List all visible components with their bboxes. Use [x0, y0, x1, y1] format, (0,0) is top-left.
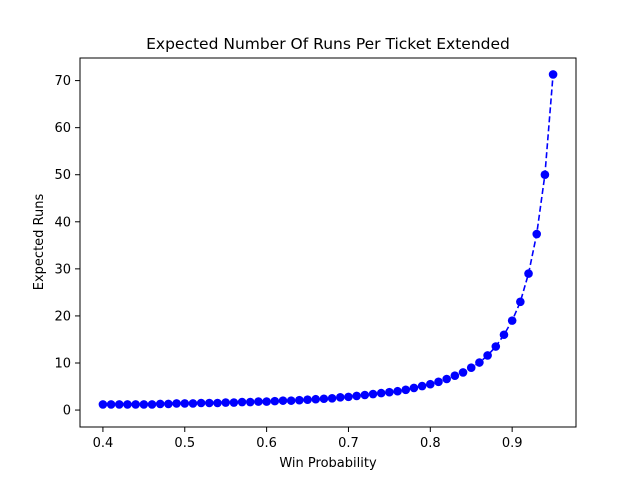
y-tick-label: 30	[54, 262, 71, 277]
x-tick-label: 0.4	[93, 436, 114, 451]
data-point	[499, 330, 509, 340]
y-tick-label: 20	[54, 309, 71, 324]
data-point	[548, 70, 558, 79]
data-point	[286, 396, 296, 405]
data-point	[335, 393, 345, 402]
data-point	[434, 377, 443, 387]
x-tick-label: 0.9	[502, 436, 523, 451]
y-tick-label: 10	[54, 356, 71, 371]
data-point	[524, 269, 533, 278]
x-tick-label: 0.5	[174, 436, 195, 451]
data-point	[466, 363, 476, 372]
data-point	[426, 379, 435, 389]
data-point	[532, 229, 542, 239]
data-point	[352, 391, 361, 401]
data-point	[295, 395, 304, 405]
data-point	[540, 170, 550, 180]
x-tick-label: 0.7	[338, 436, 359, 451]
plot-area: 0.4 0.5 0.6 0.7 0.8 0.9 0 10 20 30 40 50 60 70	[54, 70, 558, 451]
data-point	[516, 297, 525, 307]
data-point	[164, 399, 173, 409]
data-point	[401, 385, 411, 395]
data-point	[106, 400, 116, 409]
data-point	[188, 399, 198, 408]
plot-frame	[79, 57, 577, 428]
y-tick-label: 0	[63, 404, 71, 419]
data-point	[409, 383, 419, 393]
data-point	[221, 398, 230, 407]
data-point	[131, 400, 140, 409]
data-point	[254, 397, 263, 406]
y-tick-label: 40	[54, 215, 71, 230]
data-point	[458, 368, 468, 377]
y-axis-label: Expected Runs	[32, 194, 47, 291]
data-point	[319, 394, 329, 404]
data-point	[237, 397, 247, 407]
y-tick-label: 70	[54, 74, 71, 89]
data-point	[229, 398, 239, 407]
data-point	[491, 342, 501, 351]
data-point	[155, 399, 165, 409]
data-point	[114, 400, 124, 409]
data-point	[123, 400, 132, 409]
chart-title: Expected Number Of Runs Per Ticket Exten…	[146, 35, 510, 53]
data-point	[344, 392, 353, 402]
data-point	[327, 393, 337, 403]
data-point	[507, 316, 517, 325]
data-point	[196, 398, 206, 408]
data-point	[213, 398, 222, 408]
data-point	[245, 397, 255, 407]
data-point	[450, 371, 460, 380]
x-tick-label: 0.6	[256, 436, 277, 451]
y-tick-label: 60	[54, 121, 71, 136]
data-point	[368, 389, 378, 399]
data-point	[442, 374, 451, 384]
data-point	[278, 396, 288, 405]
data-point	[475, 358, 484, 367]
y-tick-label: 50	[54, 168, 71, 183]
x-tick-label: 0.8	[420, 436, 441, 451]
data-point	[270, 396, 280, 406]
data-point	[139, 400, 149, 409]
data-point	[262, 397, 271, 406]
data-point	[376, 388, 386, 398]
data-point	[303, 395, 312, 405]
x-axis-label: Win Probability	[279, 456, 377, 471]
data-point	[483, 351, 492, 360]
data-point	[417, 381, 427, 391]
data-point	[147, 400, 157, 409]
data-point	[205, 398, 214, 408]
data-point	[180, 399, 190, 408]
data-point	[98, 400, 108, 409]
data-point	[393, 386, 402, 396]
data-point	[360, 390, 370, 400]
data-point	[172, 399, 181, 408]
data-point	[311, 394, 321, 404]
data-point	[385, 387, 394, 397]
